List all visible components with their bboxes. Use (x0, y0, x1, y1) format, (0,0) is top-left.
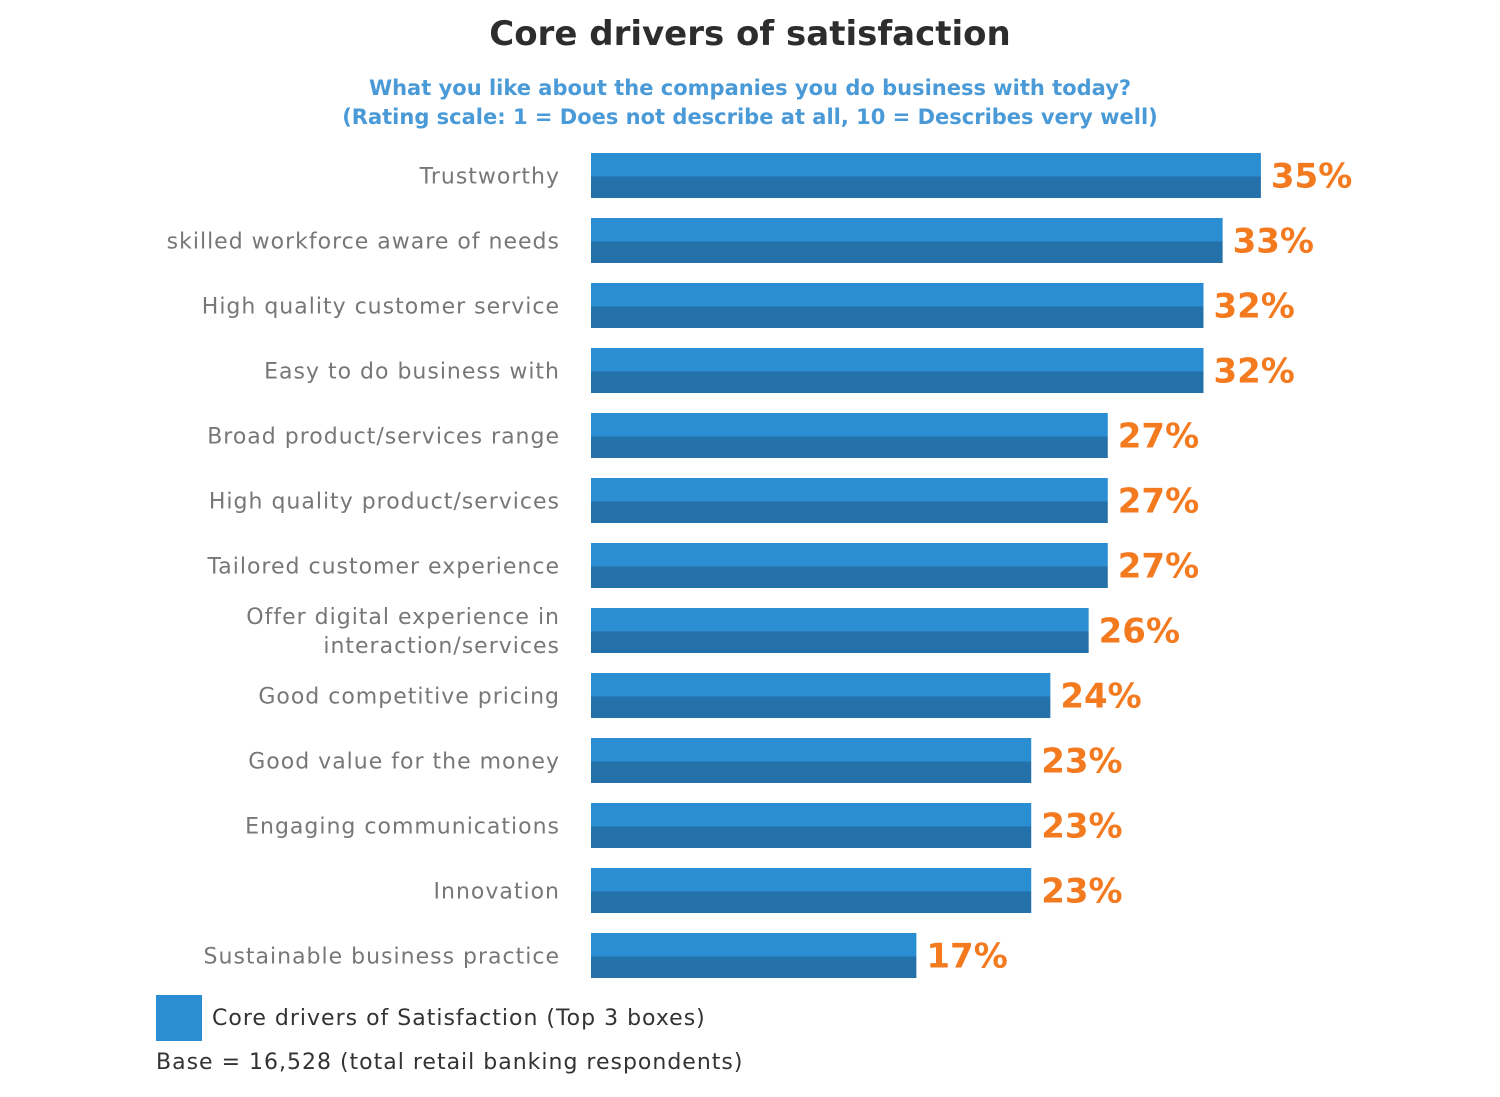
category-label: Engaging communications (245, 815, 560, 840)
bar-top (591, 283, 1204, 307)
bar-bottom (591, 891, 1032, 913)
bar-top (591, 803, 1032, 827)
category-label: Innovation (434, 880, 560, 905)
bar-top (591, 153, 1261, 177)
value-label: 32% (1213, 352, 1294, 392)
value-label: 24% (1060, 677, 1141, 717)
category-label: Good value for the money (248, 750, 560, 775)
chart-title: Core drivers of satisfaction (489, 14, 1011, 54)
bar-top (591, 543, 1108, 567)
bar-top (591, 868, 1032, 892)
legend: Core drivers of Satisfaction (Top 3 boxe… (156, 995, 706, 1041)
bar-bottom (591, 566, 1108, 588)
category-label: skilled workforce aware of needs (167, 230, 560, 255)
value-label: 23% (1041, 807, 1122, 847)
chart-subtitle-line-1: What you like about the companies you do… (368, 76, 1132, 100)
value-label: 23% (1041, 872, 1122, 912)
bar-top (591, 478, 1108, 502)
base-note: Base = 16,528 (total retail banking resp… (156, 1050, 744, 1075)
bar-top (591, 348, 1204, 372)
value-label: 33% (1233, 222, 1314, 262)
legend-label: Core drivers of Satisfaction (Top 3 boxe… (212, 1005, 706, 1031)
bar-bottom (591, 306, 1204, 328)
bar-top (591, 933, 917, 957)
value-label: 27% (1118, 482, 1199, 522)
value-label: 35% (1271, 157, 1352, 197)
bar-bottom (591, 826, 1032, 848)
bar-top (591, 673, 1051, 697)
chart-subtitle-line-2: (Rating scale: 1 = Does not describe at … (342, 105, 1158, 129)
category-label: interaction/services (323, 634, 560, 659)
value-label: 26% (1099, 612, 1180, 652)
value-label: 23% (1041, 742, 1122, 782)
category-label: Easy to do business with (264, 360, 560, 385)
category-label: Trustworthy (419, 165, 560, 190)
value-label: 27% (1118, 417, 1199, 457)
value-label: 17% (926, 937, 1007, 977)
bar-top (591, 608, 1089, 632)
bar-top (591, 413, 1108, 437)
bar-bottom (591, 956, 917, 978)
category-label: High quality product/services (209, 490, 560, 515)
bar-bottom (591, 371, 1204, 393)
bar-bottom (591, 696, 1051, 718)
bar-bottom (591, 436, 1108, 458)
bar-bottom (591, 176, 1261, 198)
legend-swatch (156, 995, 202, 1041)
category-label: Sustainable business practice (204, 945, 560, 970)
category-label: Good competitive pricing (258, 685, 560, 710)
category-label: High quality customer service (202, 295, 560, 320)
category-label: Offer digital experience in (246, 605, 560, 630)
bar-chart: 35% Trustworthy 33% skilled workforce aware… (167, 153, 1352, 978)
bar-top (591, 738, 1032, 762)
value-label: 27% (1118, 547, 1199, 587)
bar-bottom (591, 631, 1089, 653)
value-label: 32% (1213, 287, 1294, 327)
category-label: Tailored customer experience (206, 555, 560, 580)
bar-top (591, 218, 1223, 242)
bar-bottom (591, 241, 1223, 263)
category-label: Broad product/services range (207, 425, 560, 450)
bar-bottom (591, 501, 1108, 523)
bar-bottom (591, 761, 1032, 783)
